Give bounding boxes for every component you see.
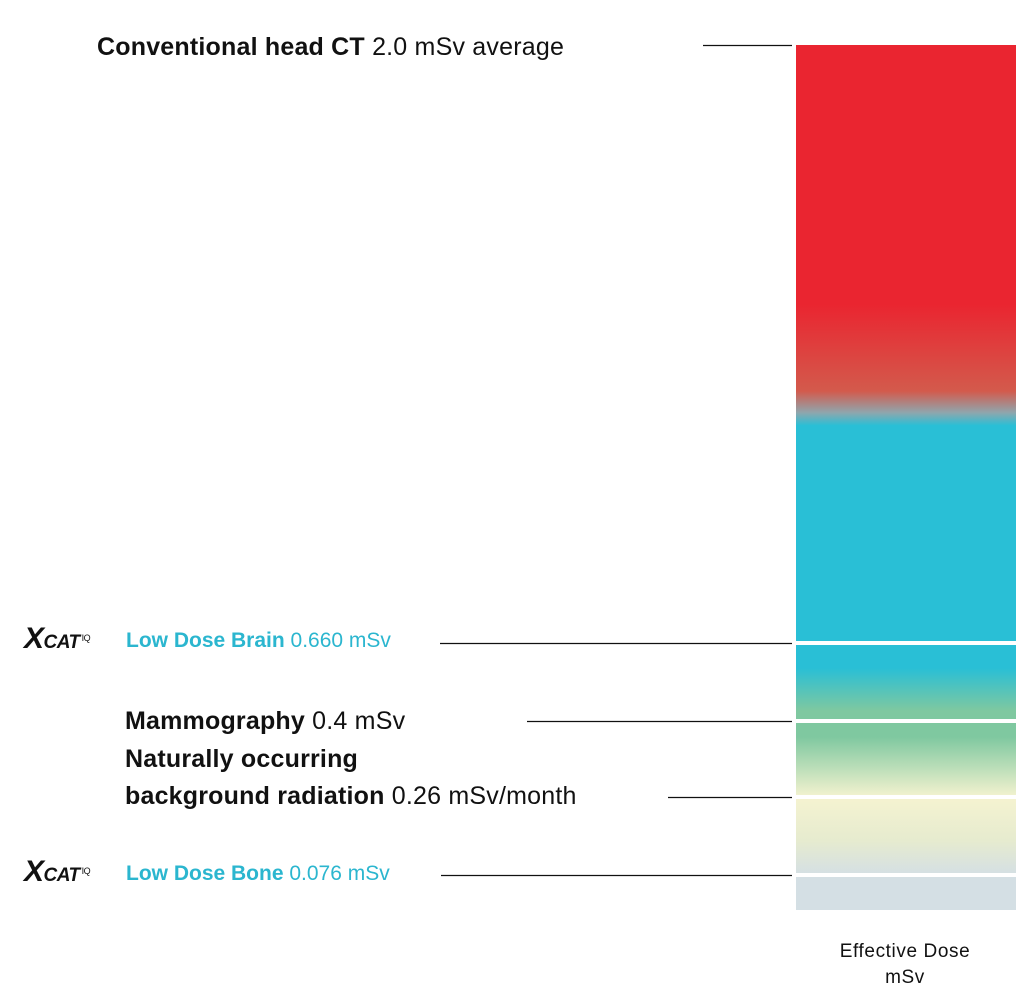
label-background-name-line1: Naturally occurring	[125, 745, 359, 773]
label-mammography-value: 0.4 mSv	[312, 707, 406, 735]
label-background-line1: Naturally occurring	[125, 747, 358, 772]
label-low-dose-brain-value: 0.660 mSv	[290, 629, 391, 652]
label-head-ct-value: 2.0 mSv average	[372, 33, 565, 61]
xcat-logo-mark: X	[24, 622, 44, 655]
label-head-ct: Conventional head CT 2.0 mSv average	[97, 35, 564, 60]
label-background-name-line2: background radiation	[125, 782, 385, 810]
xcat-logo-word: CAT	[43, 865, 81, 886]
label-mammography-name: Mammography	[125, 707, 306, 735]
label-background-value: 0.26 mSv/month	[391, 782, 577, 810]
xcat-logo-bone: XCAT IQ	[24, 855, 91, 888]
xcat-logo-sup: IQ	[81, 865, 91, 876]
label-low-dose-bone: Low Dose Bone 0.076 mSv	[126, 863, 390, 884]
label-low-dose-brain-name: Low Dose Brain	[126, 629, 285, 652]
dose-bar	[796, 45, 1016, 910]
xcat-logo-word: CAT	[43, 632, 81, 653]
xcat-logo-sup: IQ	[81, 632, 91, 643]
axis-label-line1: Effective Dose	[839, 941, 971, 962]
label-head-ct-name: Conventional head CT	[97, 33, 365, 61]
xcat-logo-brain: XCAT IQ	[24, 622, 91, 655]
axis-label: Effective Dose mSv	[795, 942, 1015, 987]
axis-label-line2: mSv	[885, 967, 925, 988]
leader-lines	[440, 44, 792, 877]
xcat-logo-mark: X	[24, 855, 44, 888]
label-low-dose-bone-name: Low Dose Bone	[126, 862, 284, 885]
label-mammography: Mammography 0.4 mSv	[125, 709, 405, 734]
bar-separators	[796, 641, 1016, 877]
label-low-dose-bone-value: 0.076 mSv	[289, 862, 390, 885]
label-low-dose-brain: Low Dose Brain 0.660 mSv	[126, 630, 391, 651]
label-background-line2: background radiation 0.26 mSv/month	[125, 784, 577, 809]
